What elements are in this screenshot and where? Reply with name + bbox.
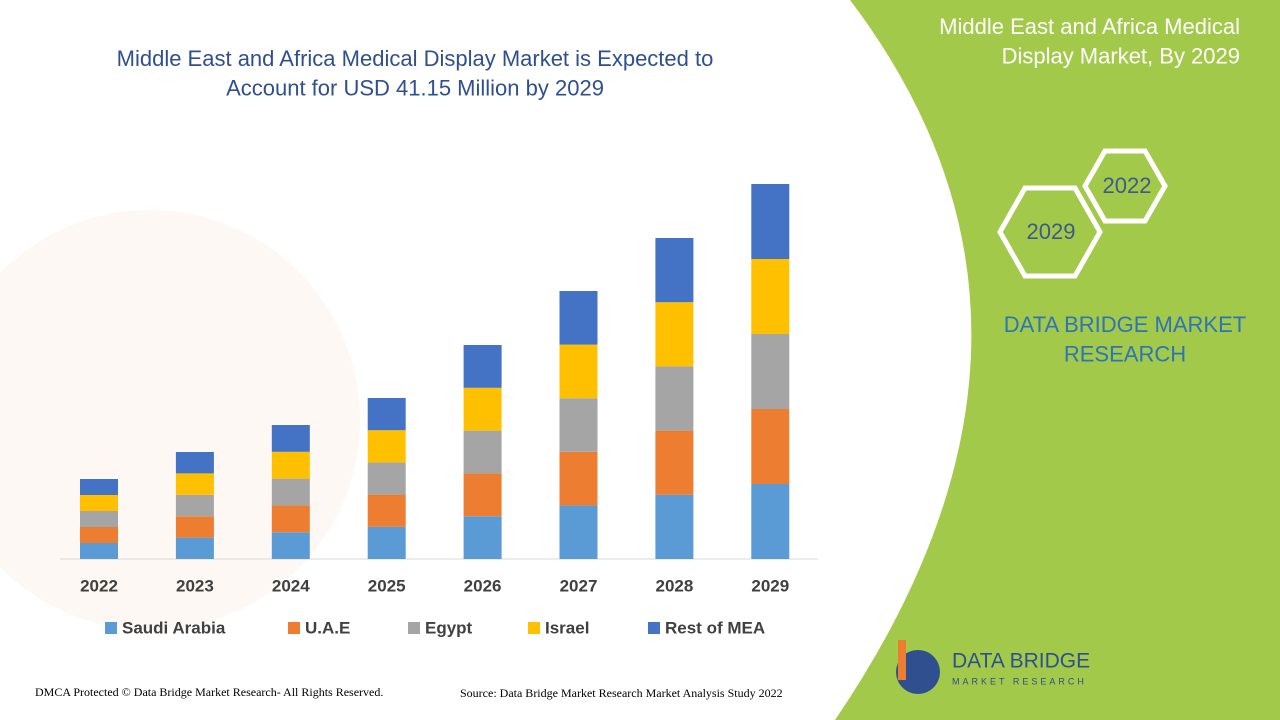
legend-swatch — [105, 622, 117, 634]
bar-segment — [271, 478, 310, 506]
bar-segment — [655, 494, 694, 559]
bar-segment — [559, 344, 598, 399]
bar-segment — [367, 430, 406, 463]
hex-label: 2022 — [1103, 173, 1152, 198]
bar-segment — [367, 494, 406, 527]
hexagon — [997, 185, 1103, 279]
bar-segment — [175, 452, 214, 474]
logo-name: DATA BRIDGE — [952, 650, 1090, 673]
bar-segment — [367, 526, 406, 559]
x-tick-label: 2024 — [272, 576, 310, 595]
bar-segment — [175, 537, 214, 559]
brand-text: DATA BRIDGE MARKET RESEARCH — [1004, 312, 1246, 367]
legend-swatch — [288, 622, 300, 634]
bar-segment — [463, 345, 502, 388]
bar-segment — [80, 527, 118, 543]
legend-label: Egypt — [425, 618, 473, 637]
bar-segment — [655, 302, 694, 367]
bar-segment — [655, 430, 694, 495]
bar-segment — [367, 398, 406, 431]
hexagon — [1082, 148, 1168, 224]
panel-title: Middle East and Africa Medical Display Ma… — [939, 14, 1240, 69]
bar-segment — [463, 387, 502, 431]
bar-segment — [751, 259, 790, 334]
legend-swatch — [528, 622, 540, 634]
x-tick-label: 2029 — [751, 576, 789, 595]
watermark — [0, 210, 360, 630]
bar-segment — [463, 516, 502, 559]
bar-segment — [175, 516, 214, 538]
bar-segment — [751, 409, 790, 484]
bar-segment — [271, 425, 310, 452]
bar-segment — [463, 430, 502, 474]
bar-segment — [751, 334, 790, 409]
hex-label: 2029 — [1027, 219, 1076, 244]
legend-label: Saudi Arabia — [122, 618, 226, 637]
x-tick-label: 2025 — [368, 576, 406, 595]
bar-segment — [80, 479, 118, 495]
legend-swatch — [408, 622, 420, 634]
bar-segment — [80, 543, 118, 559]
bar-segment — [271, 505, 310, 533]
chart-title: Middle East and Africa Medical Display M… — [117, 46, 714, 101]
x-tick-label: 2028 — [655, 576, 693, 595]
bar-segment — [655, 366, 694, 431]
logo-mark — [898, 640, 906, 680]
bar-segment — [463, 473, 502, 517]
legend-swatch — [648, 622, 660, 634]
legend-label: Israel — [545, 618, 589, 637]
bar-segment — [271, 532, 310, 559]
x-tick-label: 2027 — [560, 576, 598, 595]
x-tick-label: 2026 — [464, 576, 502, 595]
bar-segment — [367, 462, 406, 495]
bar-segment — [559, 451, 598, 506]
bar-segment — [751, 484, 790, 559]
bar-segment — [559, 505, 598, 559]
bar-segment — [175, 473, 214, 495]
green-panel — [835, 0, 1280, 720]
x-tick-label: 2022 — [80, 576, 118, 595]
logo-mark — [896, 650, 940, 694]
bar-segment — [751, 184, 790, 259]
copyright: DMCA Protected © Data Bridge Market Rese… — [35, 685, 383, 699]
legend-label: Rest of MEA — [665, 618, 765, 637]
bar-segment — [80, 495, 118, 511]
legend-label: U.A.E — [305, 618, 350, 637]
logo-tagline: MARKET RESEARCH — [952, 676, 1087, 686]
source: Source: Data Bridge Market Research Mark… — [460, 686, 783, 700]
bar-segment — [559, 398, 598, 452]
bar-segment — [271, 451, 310, 479]
bar-segment — [655, 238, 694, 303]
x-tick-label: 2023 — [176, 576, 214, 595]
bar-segment — [80, 511, 118, 527]
bar-segment — [559, 291, 598, 345]
bar-segment — [175, 494, 214, 517]
